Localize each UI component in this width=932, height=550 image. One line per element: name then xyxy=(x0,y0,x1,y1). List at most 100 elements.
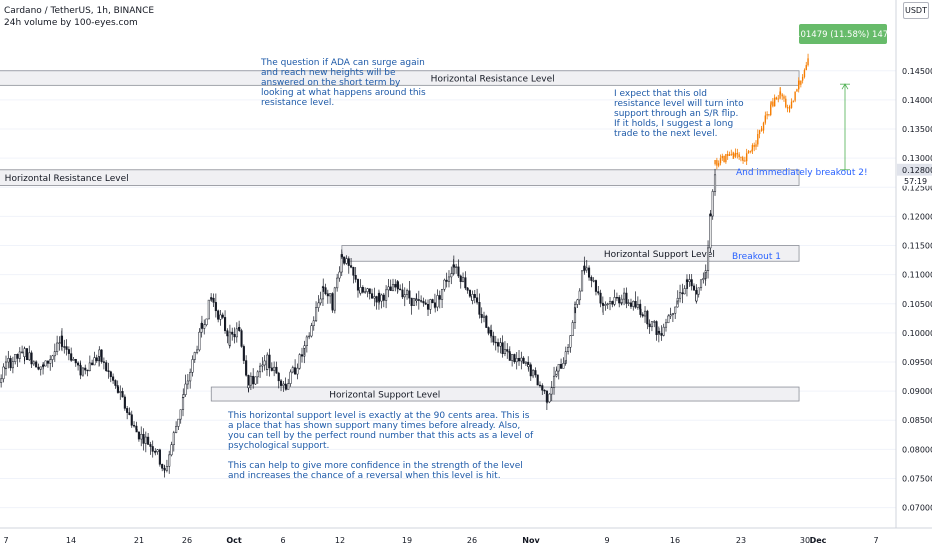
time-tick-label: 7 xyxy=(3,536,8,545)
currency-button[interactable]: USDT xyxy=(903,2,929,19)
candle-body xyxy=(370,293,374,299)
candle-body xyxy=(480,314,483,318)
candle-body xyxy=(102,361,105,363)
candle-body xyxy=(168,454,171,467)
candle-body xyxy=(611,301,614,305)
zones-layer: Horizontal Resistance Level Horizontal Re… xyxy=(0,70,800,402)
candle-body xyxy=(468,290,471,297)
candle-body xyxy=(447,276,451,282)
candle-body xyxy=(713,174,717,192)
candle-body xyxy=(366,288,369,292)
candle-body xyxy=(627,302,630,304)
candle-body xyxy=(594,280,598,292)
time-axis[interactable]: 7 14 21 26 Oct 6 12 19 26 Nov 9 16 23 30 Dec 7 xyxy=(0,527,932,545)
candle-body xyxy=(214,302,217,312)
candle-body xyxy=(198,331,201,351)
measure-badge-text: 0.01479 (11.58%) 1479 xyxy=(792,30,893,40)
candle-body xyxy=(60,335,64,347)
candle-body xyxy=(207,299,210,320)
projection-candle xyxy=(773,97,776,107)
symbol-title: Cardano / TetherUS, 1h, BINANCE xyxy=(4,6,155,16)
candle-body xyxy=(686,279,689,282)
candle-body xyxy=(343,256,346,264)
chart-grid xyxy=(0,70,896,509)
candle-body xyxy=(116,387,120,393)
time-tick-label: Nov xyxy=(522,536,540,545)
candle-body xyxy=(671,312,674,315)
candle-body xyxy=(634,301,637,308)
candle-body xyxy=(396,281,399,290)
projection-candle xyxy=(805,65,807,70)
candle-body xyxy=(562,363,565,369)
candle-body xyxy=(39,366,42,370)
candle-body xyxy=(86,369,89,372)
candle-body xyxy=(356,279,360,291)
candle-body xyxy=(511,354,514,361)
zone-rect-3 xyxy=(210,386,800,402)
candle-body xyxy=(354,275,357,280)
candle-body xyxy=(655,321,658,335)
candle-body xyxy=(284,384,287,390)
projection-candle xyxy=(738,154,740,158)
candle-body xyxy=(391,284,395,291)
candle-body xyxy=(499,342,502,347)
candle-body xyxy=(709,213,712,249)
measure-arrow-icon xyxy=(841,83,849,90)
candle-body xyxy=(515,358,518,363)
measure-tool[interactable]: 0.01479 (11.58%) 1479 xyxy=(792,24,894,171)
candle-body xyxy=(623,292,626,300)
candle-body xyxy=(308,335,311,338)
price-tick-label: 0.09500 xyxy=(902,358,932,367)
candle-body xyxy=(711,191,714,217)
price-tick-label: 0.11500 xyxy=(902,242,932,251)
zone-label-2: Horizontal Support Level xyxy=(604,250,715,260)
candle-body xyxy=(508,352,511,361)
candle-body xyxy=(583,265,586,271)
candle-body xyxy=(464,277,467,289)
candle-body xyxy=(32,361,35,365)
candle-body xyxy=(674,306,677,314)
candle-body xyxy=(555,370,558,375)
candle-body xyxy=(450,273,453,278)
candle-body xyxy=(352,266,355,276)
candle-body xyxy=(154,451,157,453)
candle-body xyxy=(294,367,297,375)
candle-body xyxy=(590,277,593,281)
candle-body xyxy=(567,346,570,352)
candle-body xyxy=(44,360,47,367)
candle-body xyxy=(88,362,91,371)
price-axis[interactable]: 0.14500 0.14000 0.13500 0.13000 0.12500 0.120… xyxy=(895,0,932,528)
candle-body xyxy=(643,310,647,317)
candle-body xyxy=(429,299,432,310)
projection-candle xyxy=(789,107,791,109)
projection-candle xyxy=(781,94,783,97)
candle-body xyxy=(482,315,486,318)
projection-candle xyxy=(714,160,716,164)
projection-candle xyxy=(772,101,774,107)
zone-label-3: Horizontal Support Level xyxy=(329,391,440,401)
candle-body xyxy=(126,408,129,413)
candle-body xyxy=(361,286,364,293)
candle-body xyxy=(560,363,563,369)
candle-body xyxy=(387,286,390,291)
candle-body xyxy=(415,299,418,302)
candle-body xyxy=(625,292,628,304)
projection-candle xyxy=(755,144,757,147)
projection-candle xyxy=(770,101,772,105)
projection-candle xyxy=(736,152,739,155)
candle-body xyxy=(203,324,206,329)
candle-body xyxy=(692,285,696,291)
candle-body xyxy=(259,365,262,373)
price-tick-label: 0.08500 xyxy=(902,416,932,425)
candle-body xyxy=(252,375,255,385)
candle-body xyxy=(161,464,164,469)
candle-body xyxy=(7,358,10,363)
candle-body xyxy=(599,292,602,304)
candle-body xyxy=(618,297,621,304)
candle-body xyxy=(399,288,402,291)
projection-candle xyxy=(798,80,800,85)
candle-body xyxy=(4,361,8,369)
candle-body xyxy=(305,336,308,346)
candle-body xyxy=(273,366,276,371)
